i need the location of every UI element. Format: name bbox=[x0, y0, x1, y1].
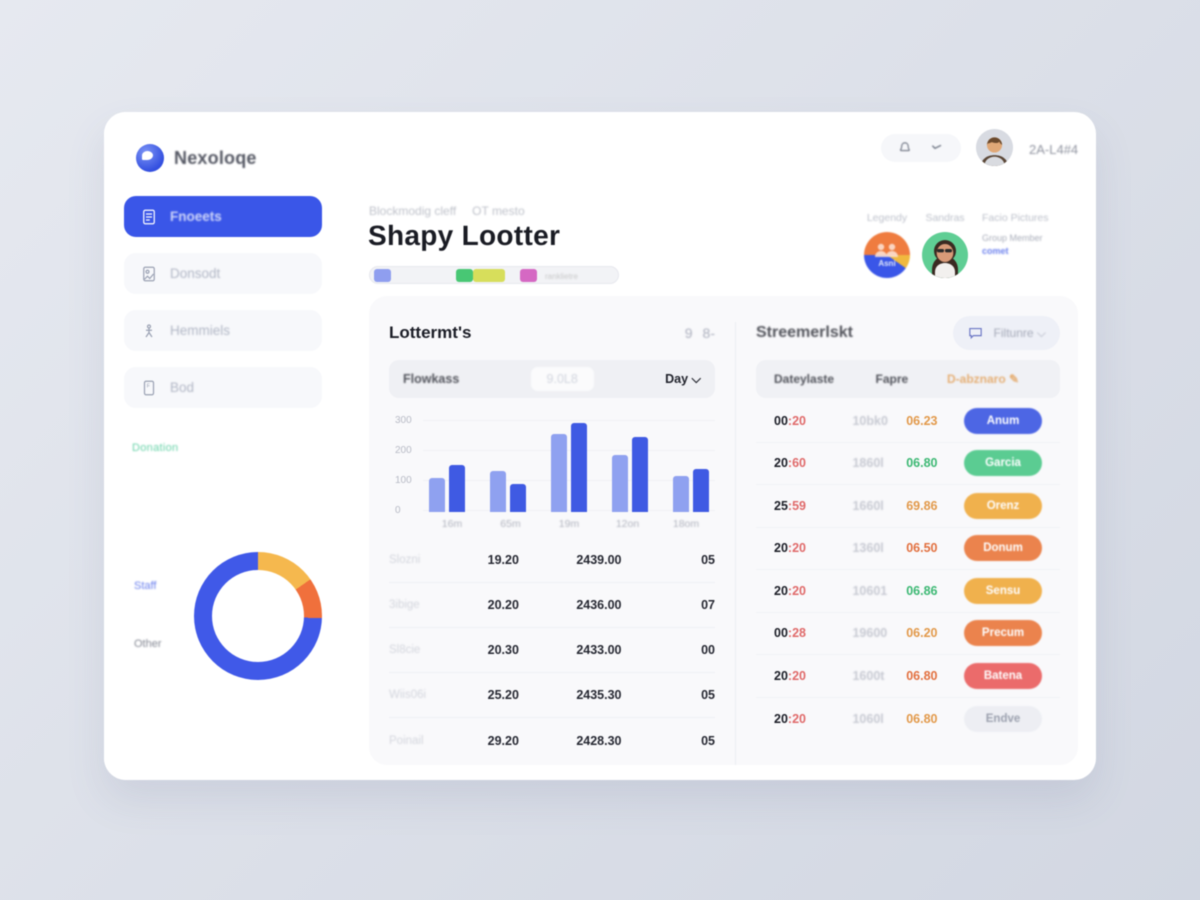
svg-text:Asni: Asni bbox=[878, 259, 895, 268]
svg-text:F: F bbox=[147, 383, 150, 389]
